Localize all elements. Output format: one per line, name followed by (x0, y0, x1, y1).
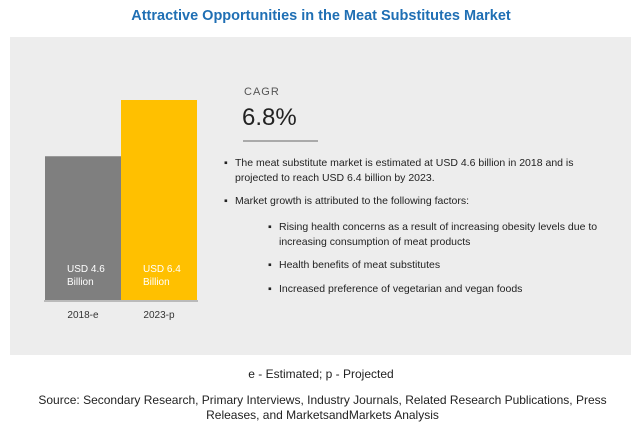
key-point: ▪ The meat substitute market is estimate… (222, 156, 617, 185)
bar-data-label: USD 6.4 (143, 264, 181, 275)
bullet-icon: ▪ (268, 283, 272, 295)
bullet-icon: ▪ (268, 259, 272, 271)
factor-item: ▪ Health benefits of meat substitutes (268, 258, 613, 273)
bullet-icon: ▪ (224, 195, 228, 207)
bullet-icon: ▪ (224, 157, 228, 169)
source-note: Source: Secondary Research, Primary Inte… (38, 393, 607, 422)
cagr-underline (243, 140, 318, 142)
factor-text: Increased preference of vegetarian and v… (279, 283, 523, 295)
factor-item: ▪ Rising health concerns as a result of … (268, 220, 613, 249)
key-point-text: Market growth is attributed to the follo… (235, 195, 470, 207)
bar-data-label: USD 4.6 (67, 264, 105, 275)
cagr-value: 6.8% (242, 104, 297, 131)
factor-item: ▪ Increased preference of vegetarian and… (268, 282, 613, 297)
bullet-icon: ▪ (268, 221, 272, 233)
factor-text: Health benefits of meat substitutes (279, 259, 441, 271)
cagr-label: CAGR (244, 86, 280, 98)
bar-data-label: Billion (143, 277, 170, 288)
key-point-text: The meat substitute market is estimated … (235, 157, 574, 184)
key-point: ▪ Market growth is attributed to the fol… (222, 194, 617, 209)
footnote: e - Estimated; p - Projected (248, 367, 394, 381)
bar-2018-e (45, 156, 121, 300)
bar-data-label: Billion (67, 277, 94, 288)
bar-2023-p (121, 100, 197, 300)
chart-title: Attractive Opportunities in the Meat Sub… (131, 8, 511, 24)
factor-text: Rising health concerns as a result of in… (279, 221, 598, 248)
x-tick-label: 2023-p (143, 310, 175, 321)
x-tick-label: 2018-e (67, 310, 99, 321)
